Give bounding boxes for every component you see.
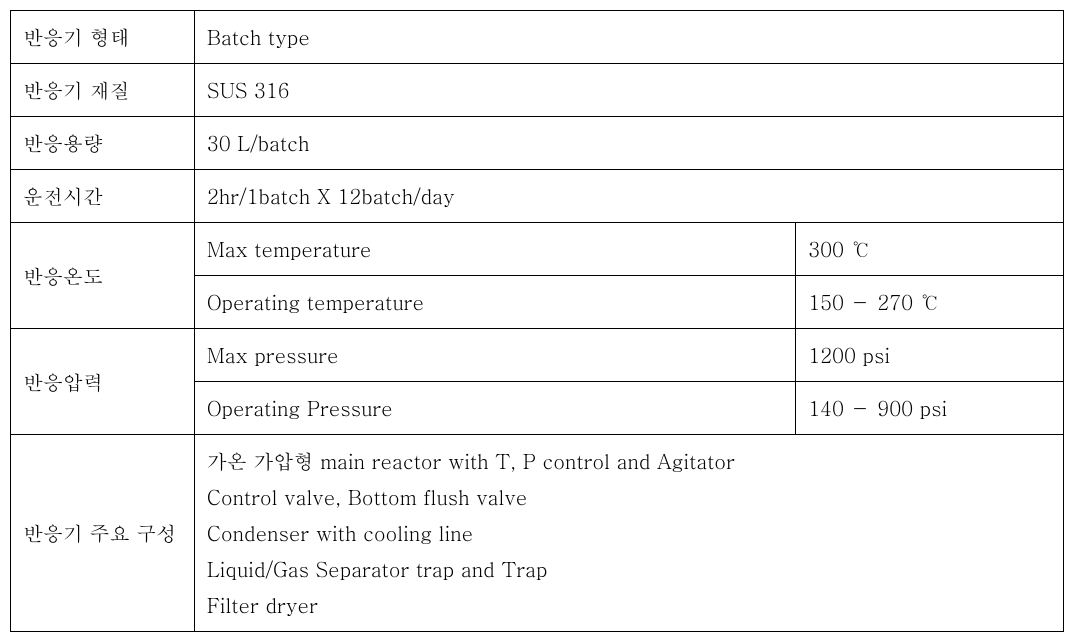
component-line: Control valve, Bottom flush valve xyxy=(207,479,1051,515)
row-label: 반응기 형태 xyxy=(11,11,195,64)
table-row: 반응용량 30 L/batch xyxy=(11,117,1064,170)
pressure-max-value: 1200 psi xyxy=(796,329,1064,382)
row-value: 30 L/batch xyxy=(194,117,1063,170)
table-row: 반응기 재질 SUS 316 xyxy=(11,64,1064,117)
row-label: 반응용량 xyxy=(11,117,195,170)
row-value: Batch type xyxy=(194,11,1063,64)
components-value: 가온 가압형 main reactor with T, P control an… xyxy=(194,435,1063,632)
row-value: 2hr/1batch X 12batch/day xyxy=(194,170,1063,223)
row-value: SUS 316 xyxy=(194,64,1063,117)
row-label-components: 반응기 주요 구성 xyxy=(11,435,195,632)
spec-table-body: 반응기 형태 Batch type 반응기 재질 SUS 316 반응용량 30… xyxy=(11,11,1064,632)
table-row-pressure-max: 반응압력 Max pressure 1200 psi xyxy=(11,329,1064,382)
table-row: 반응기 형태 Batch type xyxy=(11,11,1064,64)
table-row: 운전시간 2hr/1batch X 12batch/day xyxy=(11,170,1064,223)
spec-table: 반응기 형태 Batch type 반응기 재질 SUS 316 반응용량 30… xyxy=(10,10,1064,632)
temp-op-label: Operating temperature xyxy=(194,276,795,329)
row-label-temp: 반응온도 xyxy=(11,223,195,329)
component-line: 가온 가압형 main reactor with T, P control an… xyxy=(207,443,1051,479)
temp-max-value: 300 ℃ xyxy=(796,223,1064,276)
component-line: Liquid/Gas Separator trap and Trap xyxy=(207,551,1051,587)
pressure-op-label: Operating Pressure xyxy=(194,382,795,435)
pressure-max-label: Max pressure xyxy=(194,329,795,382)
table-row-components: 반응기 주요 구성 가온 가압형 main reactor with T, P … xyxy=(11,435,1064,632)
pressure-op-value: 140 － 900 psi xyxy=(796,382,1064,435)
row-label: 운전시간 xyxy=(11,170,195,223)
temp-max-label: Max temperature xyxy=(194,223,795,276)
row-label: 반응기 재질 xyxy=(11,64,195,117)
component-line: Condenser with cooling line xyxy=(207,515,1051,551)
temp-op-value: 150 － 270 ℃ xyxy=(796,276,1064,329)
table-row-temp-max: 반응온도 Max temperature 300 ℃ xyxy=(11,223,1064,276)
row-label-pressure: 반응압력 xyxy=(11,329,195,435)
component-line: Filter dryer xyxy=(207,587,1051,623)
